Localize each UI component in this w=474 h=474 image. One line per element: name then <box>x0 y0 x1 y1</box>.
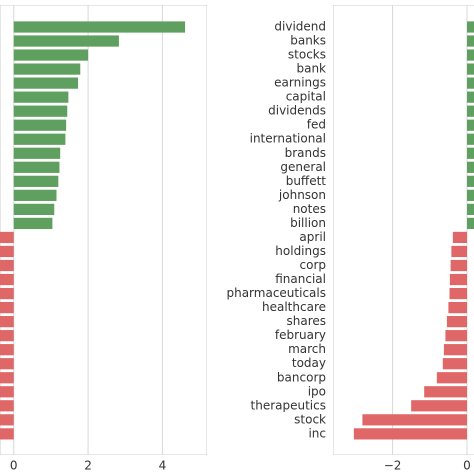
y-tick-label: dividend <box>274 20 326 34</box>
bar <box>13 175 59 187</box>
bar <box>449 273 467 286</box>
bar <box>446 316 467 328</box>
bar <box>0 245 14 258</box>
bar <box>353 428 467 440</box>
bar <box>450 259 467 272</box>
bar <box>0 330 14 342</box>
bar <box>467 217 474 230</box>
bar <box>13 49 89 61</box>
bar <box>0 287 14 300</box>
bar <box>13 133 66 145</box>
y-tick-label: shares <box>286 314 326 328</box>
y-tick-label: notes <box>293 202 326 216</box>
y-tick-label: dividends <box>268 104 326 118</box>
x-tick-label: 0 <box>463 459 471 473</box>
bar <box>467 91 474 103</box>
y-tick-label: bank <box>296 62 326 76</box>
y-tick-label: holdings <box>275 244 326 258</box>
x-tick-label: 4 <box>159 459 167 473</box>
bar <box>449 287 467 300</box>
bar <box>13 21 186 33</box>
y-tick-label: corp <box>300 258 327 272</box>
bar <box>467 175 474 187</box>
bar <box>0 400 14 412</box>
y-tick-label: johnson <box>278 188 326 202</box>
bar <box>13 77 79 89</box>
bar <box>13 189 57 201</box>
y-tick-label: inc <box>308 426 326 440</box>
panel <box>0 5 207 455</box>
bar <box>467 147 474 159</box>
bar <box>13 91 69 103</box>
bar <box>0 344 14 356</box>
bar <box>13 203 55 216</box>
y-tick-label: ipo <box>308 384 326 398</box>
y-tick-label: financial <box>275 272 326 286</box>
bar <box>0 259 14 272</box>
bar <box>467 119 474 131</box>
bar <box>445 330 467 342</box>
bar <box>0 316 14 328</box>
y-tick-label: bancorp <box>277 370 326 384</box>
y-tick-label: fed <box>307 118 326 132</box>
bar <box>13 35 119 47</box>
bar <box>0 273 14 286</box>
bar <box>13 105 68 117</box>
y-tick-label: banks <box>290 34 326 48</box>
bar <box>0 428 14 440</box>
y-tick-label: healthcare <box>262 300 326 314</box>
bar <box>467 63 474 75</box>
bar <box>448 301 467 314</box>
bar <box>467 161 474 173</box>
y-tick-label: stocks <box>288 48 326 62</box>
y-tick-label: billion <box>290 216 326 230</box>
bar <box>424 386 467 398</box>
bar <box>0 372 14 384</box>
bar <box>467 189 474 201</box>
bar <box>0 358 14 370</box>
bar <box>13 63 81 75</box>
bar <box>443 344 467 356</box>
bar <box>451 245 467 258</box>
bar <box>467 105 474 117</box>
y-tick-label: international <box>250 132 326 146</box>
bar <box>467 203 474 216</box>
panel <box>333 5 474 455</box>
y-tick-label: april <box>299 230 326 244</box>
x-tick-label: 2 <box>84 459 92 473</box>
bar <box>0 414 14 426</box>
y-tick-label: today <box>292 356 326 370</box>
y-tick-label: february <box>275 328 326 342</box>
bar <box>13 119 67 131</box>
bar <box>0 386 14 398</box>
bar <box>436 372 467 384</box>
y-tick-label: buffett <box>286 174 327 188</box>
bar <box>411 400 467 412</box>
bar <box>13 147 61 159</box>
bar <box>0 301 14 314</box>
y-tick-label: capital <box>286 90 326 104</box>
y-tick-label: march <box>288 342 326 356</box>
y-tick-label: pharmaceuticals <box>226 286 326 300</box>
y-tick-label: general <box>280 160 326 174</box>
x-tick-label: −2 <box>384 459 402 473</box>
bar <box>452 231 467 244</box>
y-tick-label: earnings <box>274 76 326 90</box>
y-tick-label: brands <box>285 146 326 160</box>
bar <box>362 414 467 426</box>
y-tick-label: stock <box>294 412 326 426</box>
bar <box>442 358 467 370</box>
bar <box>13 217 53 230</box>
bar <box>467 77 474 89</box>
y-tick-label: therapeutics <box>251 398 326 412</box>
bar <box>467 49 474 61</box>
bar <box>13 161 60 173</box>
bar <box>467 133 474 145</box>
x-tick-label: 0 <box>10 459 18 473</box>
bar <box>0 231 14 244</box>
bar <box>467 35 474 47</box>
bar <box>467 21 474 33</box>
